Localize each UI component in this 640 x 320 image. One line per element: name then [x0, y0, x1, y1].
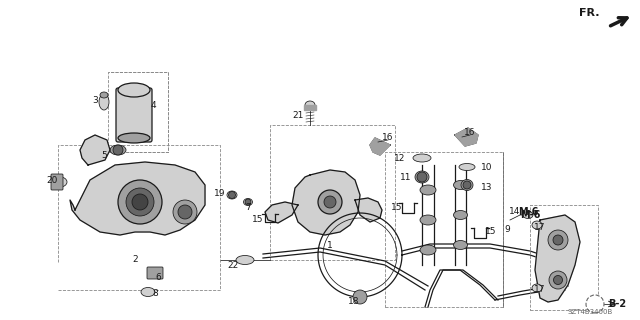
Text: M-6: M-6 [520, 210, 540, 220]
Circle shape [178, 205, 192, 219]
Circle shape [463, 181, 471, 189]
Text: M-6: M-6 [518, 207, 538, 217]
Ellipse shape [243, 198, 253, 205]
Ellipse shape [532, 284, 542, 292]
Circle shape [548, 230, 568, 250]
Circle shape [245, 199, 251, 205]
Ellipse shape [420, 185, 436, 195]
Text: 21: 21 [292, 110, 304, 119]
Text: 16: 16 [464, 127, 476, 137]
Ellipse shape [227, 191, 237, 199]
Text: SZT4B3400B: SZT4B3400B [568, 309, 612, 315]
Polygon shape [355, 198, 382, 222]
Circle shape [417, 172, 427, 182]
Circle shape [549, 271, 567, 289]
Text: B-2: B-2 [608, 299, 626, 309]
Polygon shape [265, 202, 298, 223]
Text: 16: 16 [382, 132, 394, 141]
Ellipse shape [118, 133, 150, 143]
FancyBboxPatch shape [51, 174, 63, 190]
Text: 15: 15 [391, 204, 403, 212]
Polygon shape [80, 135, 110, 165]
Ellipse shape [454, 241, 467, 250]
Polygon shape [370, 138, 390, 155]
Text: 18: 18 [348, 298, 360, 307]
Circle shape [586, 295, 604, 313]
Circle shape [228, 191, 236, 198]
FancyBboxPatch shape [116, 88, 152, 142]
Text: 4: 4 [150, 100, 156, 109]
Ellipse shape [420, 215, 436, 225]
Circle shape [553, 235, 563, 245]
Ellipse shape [461, 180, 473, 190]
Text: 12: 12 [394, 154, 406, 163]
Text: 17: 17 [534, 285, 546, 294]
Ellipse shape [523, 212, 533, 219]
Text: 5: 5 [101, 150, 107, 159]
Text: 17: 17 [534, 222, 546, 231]
Text: 7: 7 [245, 204, 251, 212]
Text: 14: 14 [509, 207, 521, 217]
Circle shape [318, 190, 342, 214]
Circle shape [118, 180, 162, 224]
Ellipse shape [53, 177, 67, 187]
Ellipse shape [110, 145, 126, 155]
Ellipse shape [141, 287, 155, 297]
Circle shape [113, 145, 123, 155]
Circle shape [126, 188, 154, 216]
Text: 15: 15 [485, 228, 497, 236]
Text: 3: 3 [92, 95, 98, 105]
Polygon shape [292, 170, 360, 235]
Circle shape [324, 196, 336, 208]
Circle shape [173, 200, 197, 224]
Text: 19: 19 [214, 188, 226, 197]
FancyBboxPatch shape [147, 267, 163, 279]
Ellipse shape [420, 245, 436, 255]
Text: 1: 1 [327, 241, 333, 250]
Ellipse shape [413, 154, 431, 162]
Text: 11: 11 [400, 172, 412, 181]
Circle shape [554, 276, 563, 284]
Ellipse shape [454, 180, 467, 189]
Ellipse shape [454, 211, 467, 220]
Polygon shape [304, 105, 316, 110]
Text: 13: 13 [481, 182, 493, 191]
Text: 20: 20 [46, 175, 58, 185]
Text: 9: 9 [504, 226, 510, 235]
Ellipse shape [118, 83, 150, 97]
Polygon shape [535, 215, 580, 302]
Ellipse shape [415, 171, 429, 183]
Ellipse shape [459, 164, 475, 171]
Circle shape [132, 194, 148, 210]
Text: 15: 15 [252, 215, 264, 225]
Ellipse shape [305, 101, 315, 109]
Polygon shape [455, 128, 478, 146]
Polygon shape [70, 162, 205, 235]
Ellipse shape [100, 92, 108, 98]
Text: 10: 10 [481, 163, 493, 172]
Ellipse shape [236, 255, 254, 265]
Text: 2: 2 [132, 255, 138, 265]
Circle shape [353, 290, 367, 304]
Text: 6: 6 [155, 274, 161, 283]
Ellipse shape [99, 94, 109, 110]
Text: FR.: FR. [579, 8, 600, 18]
Text: 8: 8 [152, 289, 158, 298]
Ellipse shape [532, 221, 542, 229]
Text: 22: 22 [227, 260, 239, 269]
